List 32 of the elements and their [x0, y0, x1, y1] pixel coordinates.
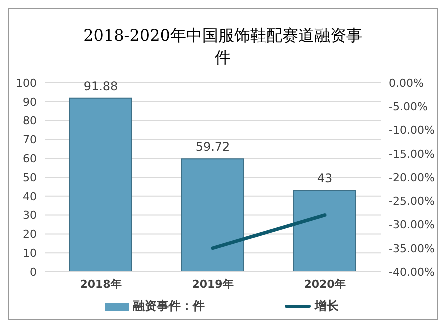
legend-label: 增长: [315, 298, 339, 315]
text: 43: [317, 172, 333, 186]
y-tick-label: 60: [23, 152, 37, 166]
x-tick-label: 2018年: [80, 278, 122, 291]
y2-tick-label: -15.00%: [389, 148, 435, 161]
chart-title: 2018-2020年中国服饰鞋配赛道融资事件: [82, 25, 364, 69]
y2-tick-label: -5.00%: [389, 100, 428, 114]
y-tick-label: 90: [23, 96, 37, 109]
bar: [294, 190, 356, 272]
y2-tick-label: -25.00%: [389, 195, 435, 208]
y-tick-label: 10: [23, 247, 37, 260]
text: 91.88: [84, 79, 118, 94]
y2-tick-label: -35.00%: [389, 242, 435, 256]
y-tick-label: 80: [23, 114, 37, 128]
legend-label: 融资事件：件: [133, 298, 205, 315]
y-tick-label: 50: [23, 171, 37, 184]
text: 59.72: [196, 140, 230, 154]
bar: [70, 98, 132, 272]
y-tick-label: 100: [16, 76, 37, 90]
y2-tick-label: -30.00%: [389, 218, 435, 232]
y2-tick-label: 0.00%: [389, 76, 424, 90]
y2-tick-label: -20.00%: [389, 171, 435, 184]
y-tick-label: 30: [23, 209, 37, 222]
bar: [182, 158, 244, 272]
y-tick-label: 70: [23, 134, 37, 147]
y2-tick-label: -10.00%: [389, 124, 435, 138]
y2-tick-label: -40.00%: [389, 266, 435, 279]
y-tick-label: 0: [30, 266, 37, 279]
y-tick-label: 40: [23, 190, 37, 204]
x-tick-label: 2019年: [192, 278, 234, 291]
y-tick-label: 20: [23, 228, 37, 242]
x-tick-label: 2020年: [304, 278, 346, 291]
